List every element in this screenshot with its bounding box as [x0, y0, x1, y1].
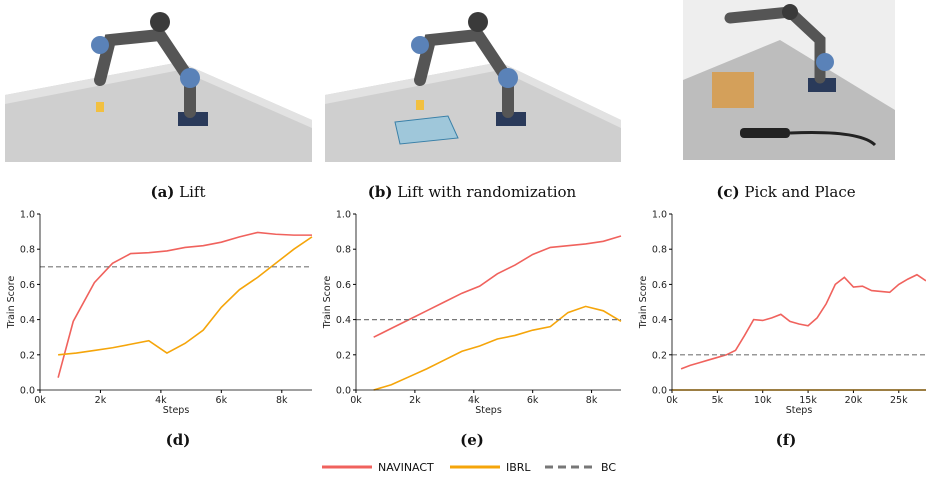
photo-lift: [5, 0, 312, 162]
y-tick-label: 0.2: [336, 350, 351, 361]
x-tick-label: 20k: [845, 395, 863, 406]
caption-tag: (a): [150, 183, 174, 201]
line-series: [57, 231, 312, 378]
line-series: [58, 236, 313, 356]
x-tick-label: 6k: [527, 395, 539, 406]
y-tick-label: 0.2: [652, 350, 667, 361]
y-tick-label: 1.0: [20, 210, 35, 221]
x-tick-label: 0k: [350, 395, 362, 406]
y-axis-label: Train Score: [322, 276, 333, 330]
photo-pick-place: [683, 0, 895, 160]
line-series: [373, 235, 622, 338]
caption-text: Pick and Place: [740, 183, 856, 201]
x-tick-label: 0k: [666, 395, 678, 406]
y-tick-label: 0.6: [20, 280, 35, 291]
caption-tag: (b): [368, 183, 393, 201]
legend-label: IBRL: [506, 461, 531, 474]
y-axis-label: Train Score: [6, 276, 17, 330]
x-tick-label: 4k: [468, 395, 480, 406]
subfigure-label: (e): [460, 431, 484, 449]
line-series: [680, 273, 926, 370]
x-tick-label: 0k: [34, 395, 46, 406]
caption-text: Lift with randomization: [392, 183, 576, 201]
caption-tag: (c): [716, 183, 739, 201]
caption-text: Lift: [174, 183, 205, 201]
subfigure-label: (d): [166, 431, 191, 449]
x-tick-label: 8k: [276, 395, 288, 406]
y-tick-label: 0.0: [336, 386, 351, 397]
y-tick-label: 0.8: [336, 245, 351, 256]
y-tick-label: 1.0: [652, 210, 667, 221]
x-tick-label: 6k: [216, 395, 228, 406]
x-axis-label: Steps: [786, 405, 813, 416]
y-tick-label: 0.2: [20, 350, 35, 361]
subfigure-label: (f): [776, 431, 797, 449]
y-tick-label: 1.0: [336, 210, 351, 221]
y-tick-label: 0.4: [336, 315, 351, 326]
x-tick-label: 8k: [586, 395, 598, 406]
caption: (c) Pick and Place: [716, 183, 855, 201]
x-tick-label: 4k: [155, 395, 167, 406]
x-tick-label: 25k: [890, 395, 908, 406]
y-tick-label: 0.0: [20, 386, 35, 397]
x-tick-label: 15k: [799, 395, 817, 406]
legend-label: NAVINACT: [378, 461, 434, 474]
y-tick-label: 0.4: [652, 315, 667, 326]
y-tick-label: 0.4: [20, 315, 35, 326]
photo-lift-randomization: [325, 0, 621, 162]
caption: (b) Lift with randomization: [368, 183, 577, 201]
legend-label: BC: [601, 461, 616, 474]
x-tick-label: 2k: [409, 395, 421, 406]
caption: (a) Lift: [150, 183, 205, 201]
x-tick-label: 5k: [712, 395, 724, 406]
y-tick-label: 0.6: [336, 280, 351, 291]
y-tick-label: 0.6: [652, 280, 667, 291]
y-tick-label: 0.0: [652, 386, 667, 397]
y-tick-label: 0.8: [20, 245, 35, 256]
x-axis-label: Steps: [163, 405, 190, 416]
x-tick-label: 2k: [95, 395, 107, 406]
y-axis-label: Train Score: [638, 276, 649, 330]
y-tick-label: 0.8: [652, 245, 667, 256]
line-series: [373, 305, 622, 391]
x-tick-label: 10k: [754, 395, 772, 406]
x-axis-label: Steps: [475, 405, 502, 416]
